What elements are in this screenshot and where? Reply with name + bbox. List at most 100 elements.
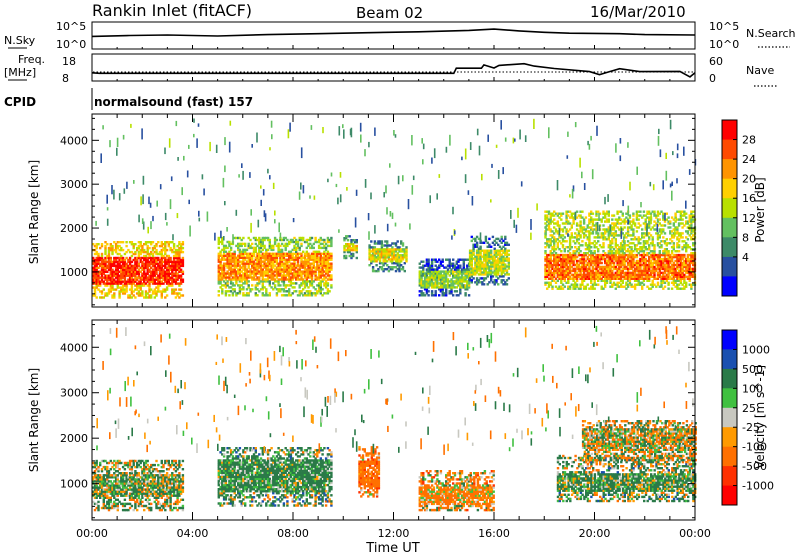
power-cell <box>165 241 169 244</box>
power-cell <box>604 273 607 277</box>
power-cell <box>153 290 156 293</box>
power-cell <box>660 230 663 233</box>
power-cell <box>641 273 644 277</box>
power-cell <box>389 268 392 271</box>
power-cell <box>259 246 263 250</box>
power-cell <box>305 278 308 281</box>
power-cell <box>263 294 266 297</box>
power-cell <box>607 220 610 223</box>
power-cell <box>604 269 607 273</box>
power-cell <box>307 238 310 242</box>
power-cell <box>612 275 616 278</box>
power-cell <box>484 239 488 243</box>
power-cell <box>504 235 507 239</box>
power-cell <box>468 263 472 266</box>
power-cell <box>286 268 289 271</box>
power-cell <box>457 270 460 273</box>
power-cell <box>181 243 185 246</box>
power-cell <box>258 260 261 263</box>
power-cell <box>150 296 153 299</box>
power-cell <box>114 268 118 271</box>
power-cell <box>387 256 391 259</box>
power-cell <box>497 251 500 254</box>
power-cell <box>618 234 621 237</box>
power-cell <box>551 234 554 237</box>
power-cell <box>475 253 479 256</box>
power-cell <box>581 255 584 259</box>
power-cell <box>265 248 268 252</box>
power-cell <box>616 252 619 255</box>
power-cell <box>259 264 263 267</box>
power-cell <box>242 258 245 261</box>
power-cell <box>233 276 236 279</box>
power-cell <box>567 230 570 233</box>
power-cell <box>457 258 460 261</box>
nsearch-tick-high: 10^5 <box>709 20 739 33</box>
power-cell <box>259 254 263 257</box>
power-cell <box>300 282 303 285</box>
power-cell <box>181 246 185 250</box>
power-cell <box>556 257 559 261</box>
power-cell <box>595 232 598 235</box>
power-cell <box>179 270 183 273</box>
power-cell <box>164 272 167 275</box>
power-cell <box>389 244 392 247</box>
power-cell <box>614 240 617 243</box>
power-cell <box>295 266 298 269</box>
power-cell <box>656 255 660 259</box>
power-cell <box>153 246 156 250</box>
power-cell <box>658 228 661 231</box>
power-cell <box>595 269 598 273</box>
power-cell <box>651 255 654 259</box>
power-cell <box>626 257 630 261</box>
power-cell <box>242 276 245 279</box>
power-cell <box>229 280 233 283</box>
power-cell <box>665 250 668 253</box>
power-cell <box>130 290 134 293</box>
power-cell <box>118 252 121 256</box>
power-cell <box>97 252 100 256</box>
power-cell <box>146 296 149 299</box>
power-cell <box>254 238 257 242</box>
power-cell <box>155 268 158 271</box>
power-cell <box>597 236 600 239</box>
power-cell <box>222 252 226 255</box>
power-cell <box>464 294 467 297</box>
power-cell <box>648 257 651 261</box>
power-cell <box>316 250 319 253</box>
power-cell <box>446 284 450 287</box>
power-cell <box>616 257 619 261</box>
power-cell <box>560 267 563 271</box>
power-cell <box>574 283 577 286</box>
power-cell <box>123 266 127 269</box>
power-cell <box>570 246 573 249</box>
power-cell <box>118 282 121 285</box>
power-cell <box>123 276 127 279</box>
power-cell <box>549 212 552 215</box>
power-cell <box>495 261 498 264</box>
power-cell <box>235 278 238 281</box>
power-cell <box>330 256 333 259</box>
power-cell <box>660 275 663 278</box>
power-cell <box>330 242 333 246</box>
power-cell <box>97 258 100 262</box>
power-cell <box>547 257 551 261</box>
power-cell <box>464 278 467 281</box>
power-cell <box>141 276 144 279</box>
power-cell <box>448 258 451 261</box>
power-cell <box>391 250 394 253</box>
power-cell <box>581 263 584 267</box>
power-cell <box>228 286 231 289</box>
power-cell <box>319 254 322 257</box>
power-cell <box>558 287 561 290</box>
power-cell <box>128 294 132 297</box>
power-cell <box>441 278 444 281</box>
power-cell <box>551 252 554 255</box>
power-cell <box>430 268 434 271</box>
power-cell <box>296 272 300 275</box>
power-cell <box>111 246 114 250</box>
power-cell <box>256 256 259 259</box>
power-cell <box>130 282 134 285</box>
power-cell <box>231 258 235 261</box>
